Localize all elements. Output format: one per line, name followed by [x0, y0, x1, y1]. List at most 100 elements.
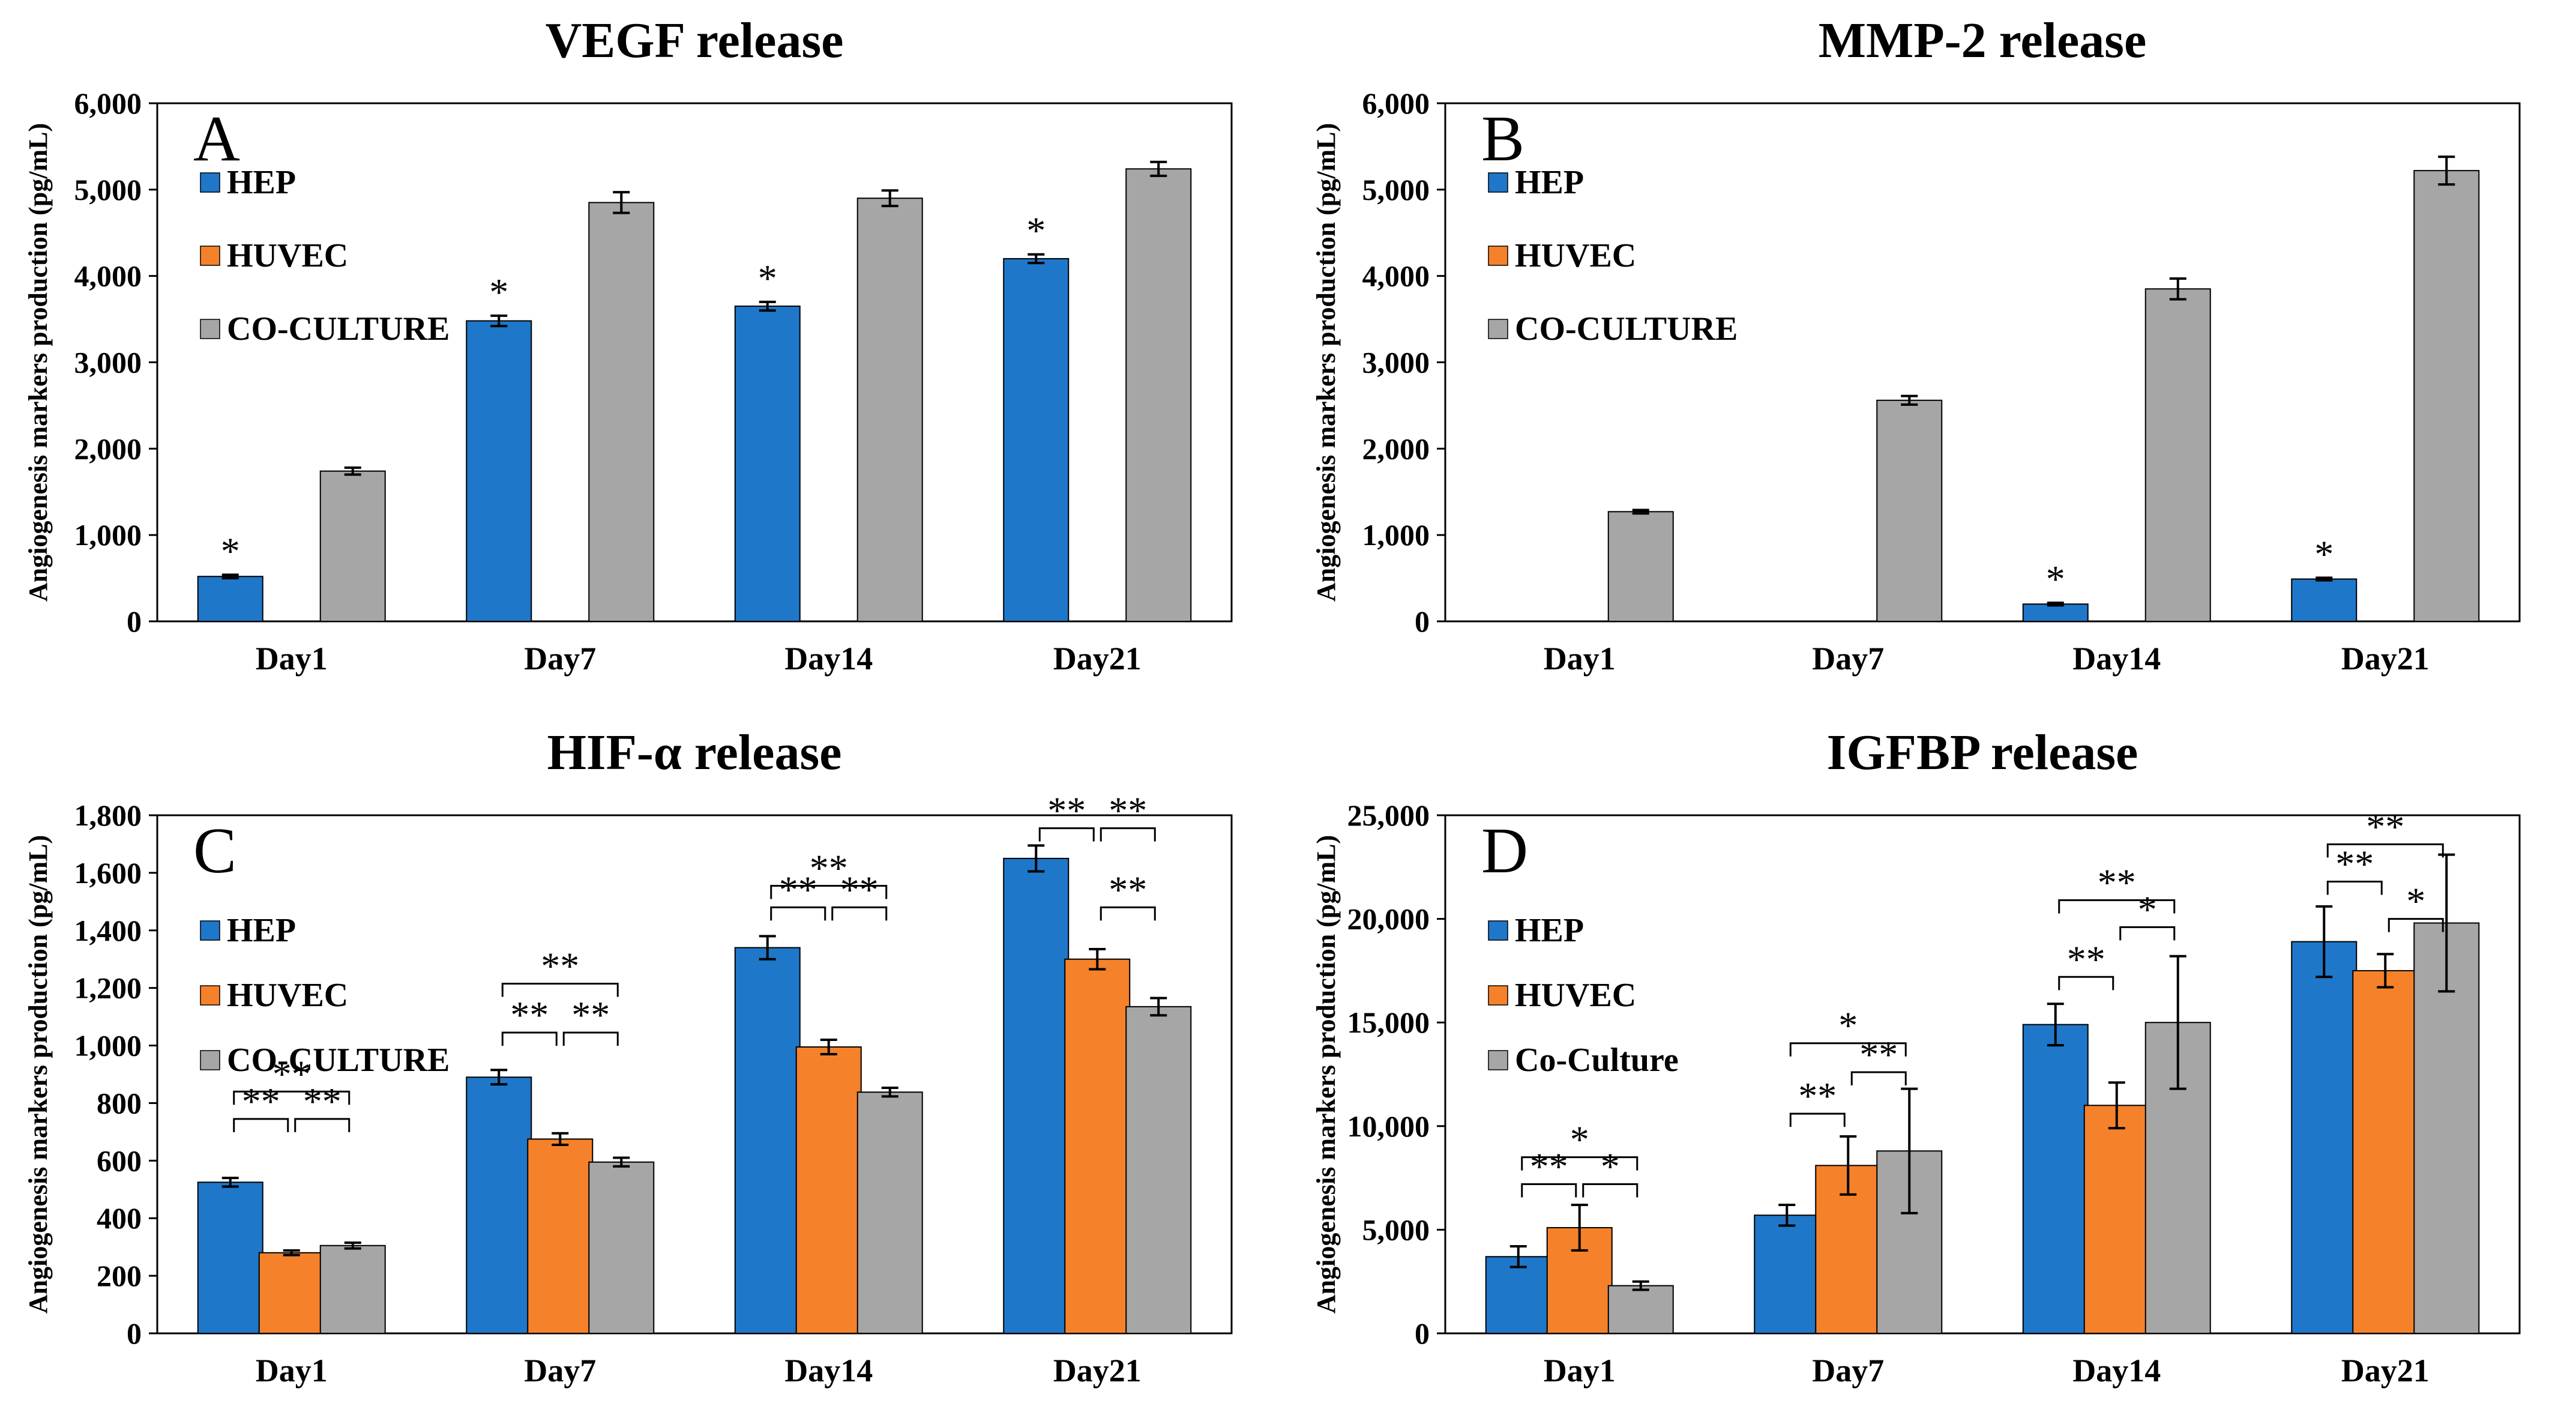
legend-swatch-huvec	[1488, 985, 1508, 1006]
bar-co-culture-day1	[1607, 1285, 1674, 1334]
chart-title: IGFBP release	[1827, 725, 2138, 780]
legend-swatch-huvec	[1488, 246, 1508, 266]
significance-label: **	[541, 944, 579, 987]
y-tick-label: 15,000	[1347, 1006, 1430, 1039]
bar-huvec-day21	[1064, 958, 1131, 1334]
y-tick-label: 800	[97, 1086, 142, 1120]
significance-label: **	[1859, 1033, 1898, 1076]
plot-frame	[1444, 814, 2521, 1335]
legend-label-hep: HEP	[227, 912, 296, 949]
significance-bracket	[1850, 1071, 1907, 1086]
bar-huvec-day14	[2083, 1105, 2150, 1335]
significance-label: **	[2366, 805, 2404, 848]
legend-label-hep: HEP	[227, 164, 296, 201]
bar-huvec-day1	[1546, 1226, 1613, 1334]
significance-bracket	[233, 1118, 289, 1132]
legend-label-huvec: HUVEC	[227, 977, 348, 1014]
bar-hep-day14	[734, 306, 801, 622]
significance-label: **	[2098, 861, 2136, 904]
y-tick-label: 1,000	[74, 518, 142, 552]
legend-swatch-hep	[200, 172, 220, 193]
y-tick-label: 4,000	[74, 259, 142, 293]
significance-bracket	[1521, 1183, 1577, 1198]
significance-bracket	[233, 1090, 351, 1105]
y-tick-label: 600	[97, 1144, 142, 1177]
y-tick-label: 5,000	[1362, 173, 1430, 207]
significance-bracket	[1100, 827, 1156, 842]
significance-label: **	[303, 1080, 342, 1123]
legend-label-co-culture: CO-CULTURE	[227, 310, 450, 348]
legend-label-co-culture: Co-Culture	[1515, 1042, 1679, 1079]
y-tick-label: 20,000	[1347, 902, 1430, 936]
panel-letter: D	[1481, 815, 1528, 887]
significance-bracket	[1789, 1042, 1907, 1057]
y-tick-label: 3,000	[1362, 346, 1430, 379]
y-tick-label: 3,000	[74, 346, 142, 379]
bar-co-culture-day7	[588, 202, 655, 622]
y-tick-label: 1,400	[74, 914, 142, 947]
y-tick-label: 200	[97, 1259, 142, 1293]
y-tick-label: 10,000	[1347, 1109, 1430, 1143]
chart-hif: HIF-α release Angiogenesis markers produc…	[23, 725, 1233, 1389]
significance-label: **	[571, 994, 610, 1036]
bar-huvec-day1	[258, 1252, 325, 1334]
bar-hep-day21	[1003, 857, 1070, 1334]
chart-vegf: VEGF release Angiogenesis markers product…	[23, 13, 1233, 677]
chart-igfbp: IGFBP release Angiogenesis markers produc…	[1311, 725, 2521, 1389]
chart-title: MMP-2 release	[1819, 13, 2147, 68]
panel-letter: B	[1481, 103, 1524, 175]
significance-bracket	[1038, 827, 1095, 842]
significance-label: **	[242, 1080, 280, 1123]
significance-bracket	[294, 1118, 351, 1132]
legend-swatch-huvec	[200, 246, 220, 266]
legend-label-huvec: HUVEC	[227, 237, 348, 274]
bar-co-culture-day21	[1125, 168, 1192, 622]
x-tick-label-day21: Day21	[2341, 1353, 2430, 1389]
bar-huvec-day21	[2352, 970, 2419, 1334]
legend-swatch-co-culture	[1488, 1050, 1508, 1070]
x-tick-label-day14: Day14	[784, 641, 873, 677]
y-tick-label: 5,000	[1362, 1213, 1430, 1246]
y-tick-label: 4,000	[1362, 259, 1430, 293]
bar-co-culture-day21	[1125, 1006, 1192, 1334]
legend-label-hep: HEP	[1515, 912, 1584, 949]
bar-hep-day14	[2022, 1024, 2089, 1334]
panel-letter: A	[193, 103, 240, 175]
y-tick-label: 2,000	[74, 432, 142, 465]
y-axis-label: Angiogenesis markers production (pg/mL)	[1311, 123, 1341, 602]
significance-bracket	[1521, 1156, 1639, 1171]
x-tick-label-day1: Day1	[1544, 641, 1616, 677]
y-tick-label: 400	[97, 1201, 142, 1235]
significance-bracket	[1582, 1183, 1639, 1198]
panel-letter: C	[193, 815, 236, 887]
legend-swatch-co-culture	[1488, 319, 1508, 339]
x-tick-label-day14: Day14	[2072, 641, 2161, 677]
x-tick-label-day21: Day21	[2341, 641, 2430, 677]
x-tick-label-day7: Day7	[1812, 1353, 1884, 1389]
bar-co-culture-day1	[319, 1244, 386, 1335]
legend-label-huvec: HUVEC	[1515, 977, 1636, 1014]
significance-bracket	[501, 982, 619, 997]
significance-bracket	[1789, 1112, 1846, 1127]
bar-co-culture-day1	[319, 470, 386, 622]
bar-co-culture-day7	[1876, 399, 1943, 623]
legend-swatch-huvec	[200, 985, 220, 1006]
significance-bracket	[562, 1031, 619, 1046]
significance-label: **	[1798, 1075, 1837, 1117]
bar-hep-day7	[466, 1076, 532, 1334]
x-tick-label-day7: Day7	[524, 1353, 596, 1389]
bar-huvec-day14	[795, 1046, 862, 1334]
legend-label-huvec: HUVEC	[1515, 237, 1636, 274]
bar-hep-day21	[1003, 258, 1070, 622]
significance-label: **	[272, 1052, 311, 1095]
bar-hep-day14	[2022, 603, 2089, 623]
significance-label: **	[1109, 789, 1147, 832]
significance-label: **	[779, 868, 817, 911]
bar-hep-day14	[734, 947, 801, 1334]
x-tick-label-day21: Day21	[1053, 1353, 1142, 1389]
bar-co-culture-day7	[588, 1161, 655, 1334]
significance-label: **	[1530, 1145, 1568, 1187]
legend-swatch-hep	[200, 920, 220, 941]
y-tick-label: 1,000	[1362, 518, 1430, 552]
x-tick-label-day7: Day7	[524, 641, 596, 677]
